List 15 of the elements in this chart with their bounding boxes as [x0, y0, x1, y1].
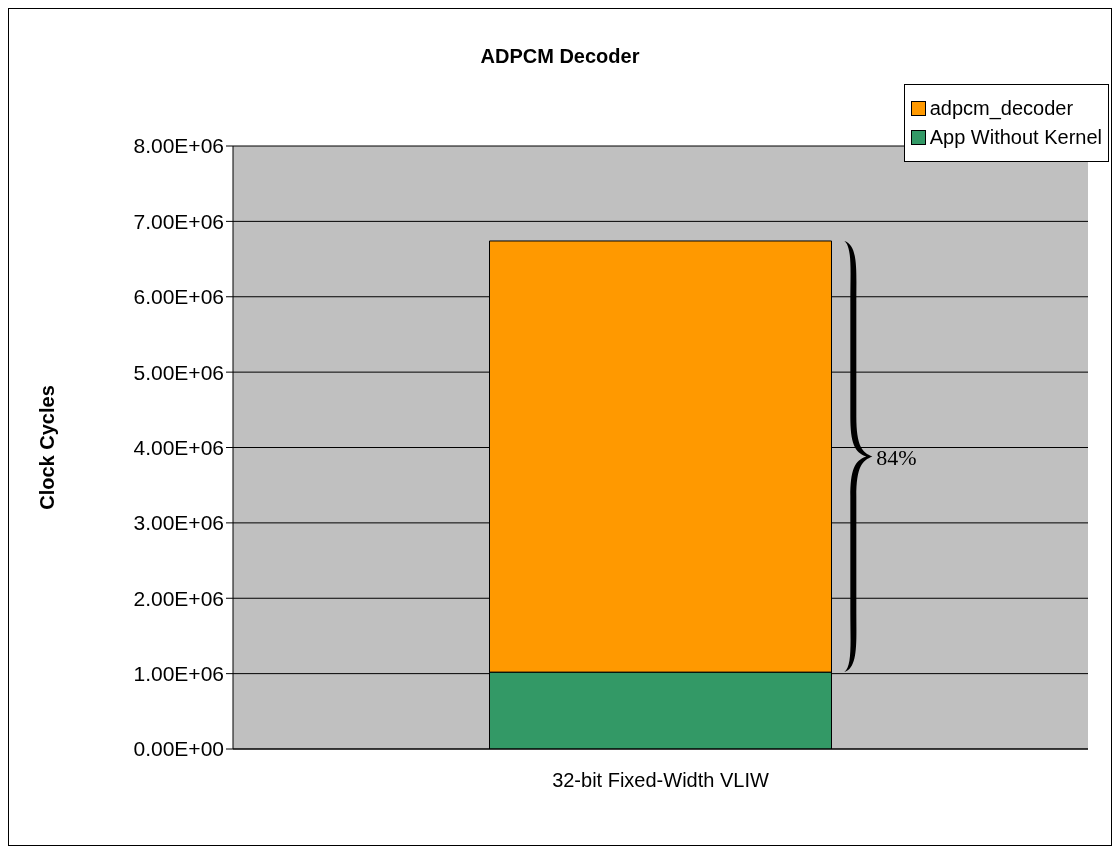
y-tick-label: 0.00E+00	[133, 737, 224, 761]
legend-label: App Without Kernel	[929, 126, 1102, 149]
y-tick-label: 1.00E+06	[133, 662, 224, 686]
x-tick-label: 32-bit Fixed-Width VLIW	[552, 769, 769, 792]
y-tick-label: 6.00E+06	[133, 285, 224, 309]
legend-label: adpcm_decoder	[929, 97, 1074, 120]
y-tick-label: 5.00E+06	[133, 360, 224, 384]
y-tick-label: 7.00E+06	[133, 209, 224, 233]
y-axis-title: Clock Cycles	[36, 385, 59, 510]
chart-title: ADPCM Decoder	[479, 45, 641, 68]
y-tick-label: 3.00E+06	[133, 511, 224, 535]
annotation: 84%	[876, 444, 917, 470]
y-tick-label: 4.00E+06	[133, 435, 224, 459]
y-tick-label: 8.00E+06	[133, 134, 224, 158]
y-tick-label: 2.00E+06	[133, 586, 224, 610]
